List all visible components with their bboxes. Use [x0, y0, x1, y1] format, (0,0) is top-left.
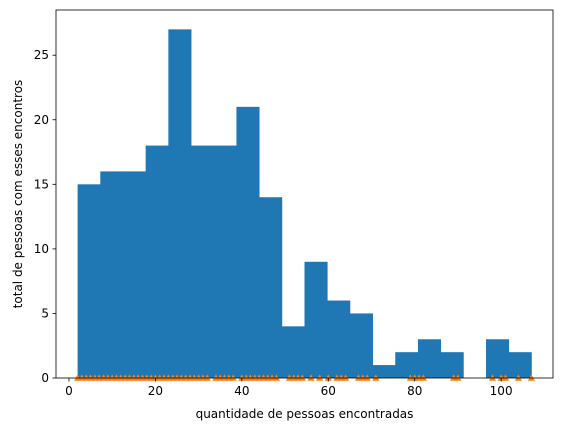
histogram-bar — [145, 145, 169, 378]
data-point-marker — [341, 374, 350, 381]
histogram-bar — [168, 29, 192, 379]
x-tick-label: 60 — [321, 384, 336, 398]
histogram-bar — [372, 365, 396, 378]
data-point-marker — [272, 374, 281, 381]
x-axis-ticks: 0 20 40 60 80 100 — [65, 378, 513, 398]
data-point-marker — [501, 374, 510, 381]
markers-group — [74, 374, 535, 381]
data-point-marker — [454, 374, 462, 381]
histogram-bar — [417, 339, 442, 378]
histogram-bar — [122, 171, 147, 378]
data-point-marker — [203, 374, 211, 381]
y-tick-label: 25 — [34, 48, 49, 62]
histogram-bar — [77, 184, 101, 378]
plot-frame — [55, 9, 554, 379]
data-point-marker — [298, 374, 306, 381]
data-point-marker — [324, 374, 332, 381]
y-tick-label: 10 — [34, 242, 49, 256]
bars-group — [77, 29, 532, 379]
x-tick-label: 40 — [234, 384, 249, 398]
data-point-marker — [372, 374, 380, 381]
y-axis-label: total de pessoas com esses encontros — [11, 80, 25, 309]
histogram-bar — [191, 145, 215, 378]
histogram-bar — [508, 352, 532, 378]
histogram-bar — [213, 145, 237, 378]
histogram-bar — [100, 171, 124, 378]
histogram-bar — [327, 300, 351, 378]
y-axis-ticks: 0 5 10 15 20 25 — [34, 48, 56, 385]
x-tick-label: 100 — [490, 384, 513, 398]
y-tick-label: 0 — [41, 371, 49, 385]
histogram-bar — [486, 339, 510, 378]
data-point-marker — [316, 374, 324, 381]
histogram-bar — [349, 313, 373, 378]
histogram-bar — [395, 352, 419, 378]
data-point-marker — [514, 374, 523, 381]
x-tick-label: 80 — [407, 384, 422, 398]
x-axis-label: quantidade de pessoas encontradas — [196, 407, 414, 421]
x-tick-label: 0 — [65, 384, 73, 398]
data-point-marker — [419, 374, 427, 381]
data-point-marker — [488, 374, 497, 381]
histogram-bar — [259, 197, 283, 378]
histogram-bar — [281, 326, 305, 378]
histogram-bar — [440, 352, 464, 378]
data-point-marker — [527, 374, 535, 381]
data-point-marker — [363, 374, 371, 381]
y-tick-label: 15 — [34, 177, 49, 191]
data-point-marker — [307, 374, 315, 381]
y-tick-label: 20 — [34, 113, 49, 127]
x-tick-label: 20 — [148, 384, 163, 398]
data-point-marker — [229, 374, 237, 381]
histogram-bar — [304, 261, 328, 378]
histogram-bar — [236, 106, 260, 378]
y-tick-label: 5 — [41, 306, 49, 320]
